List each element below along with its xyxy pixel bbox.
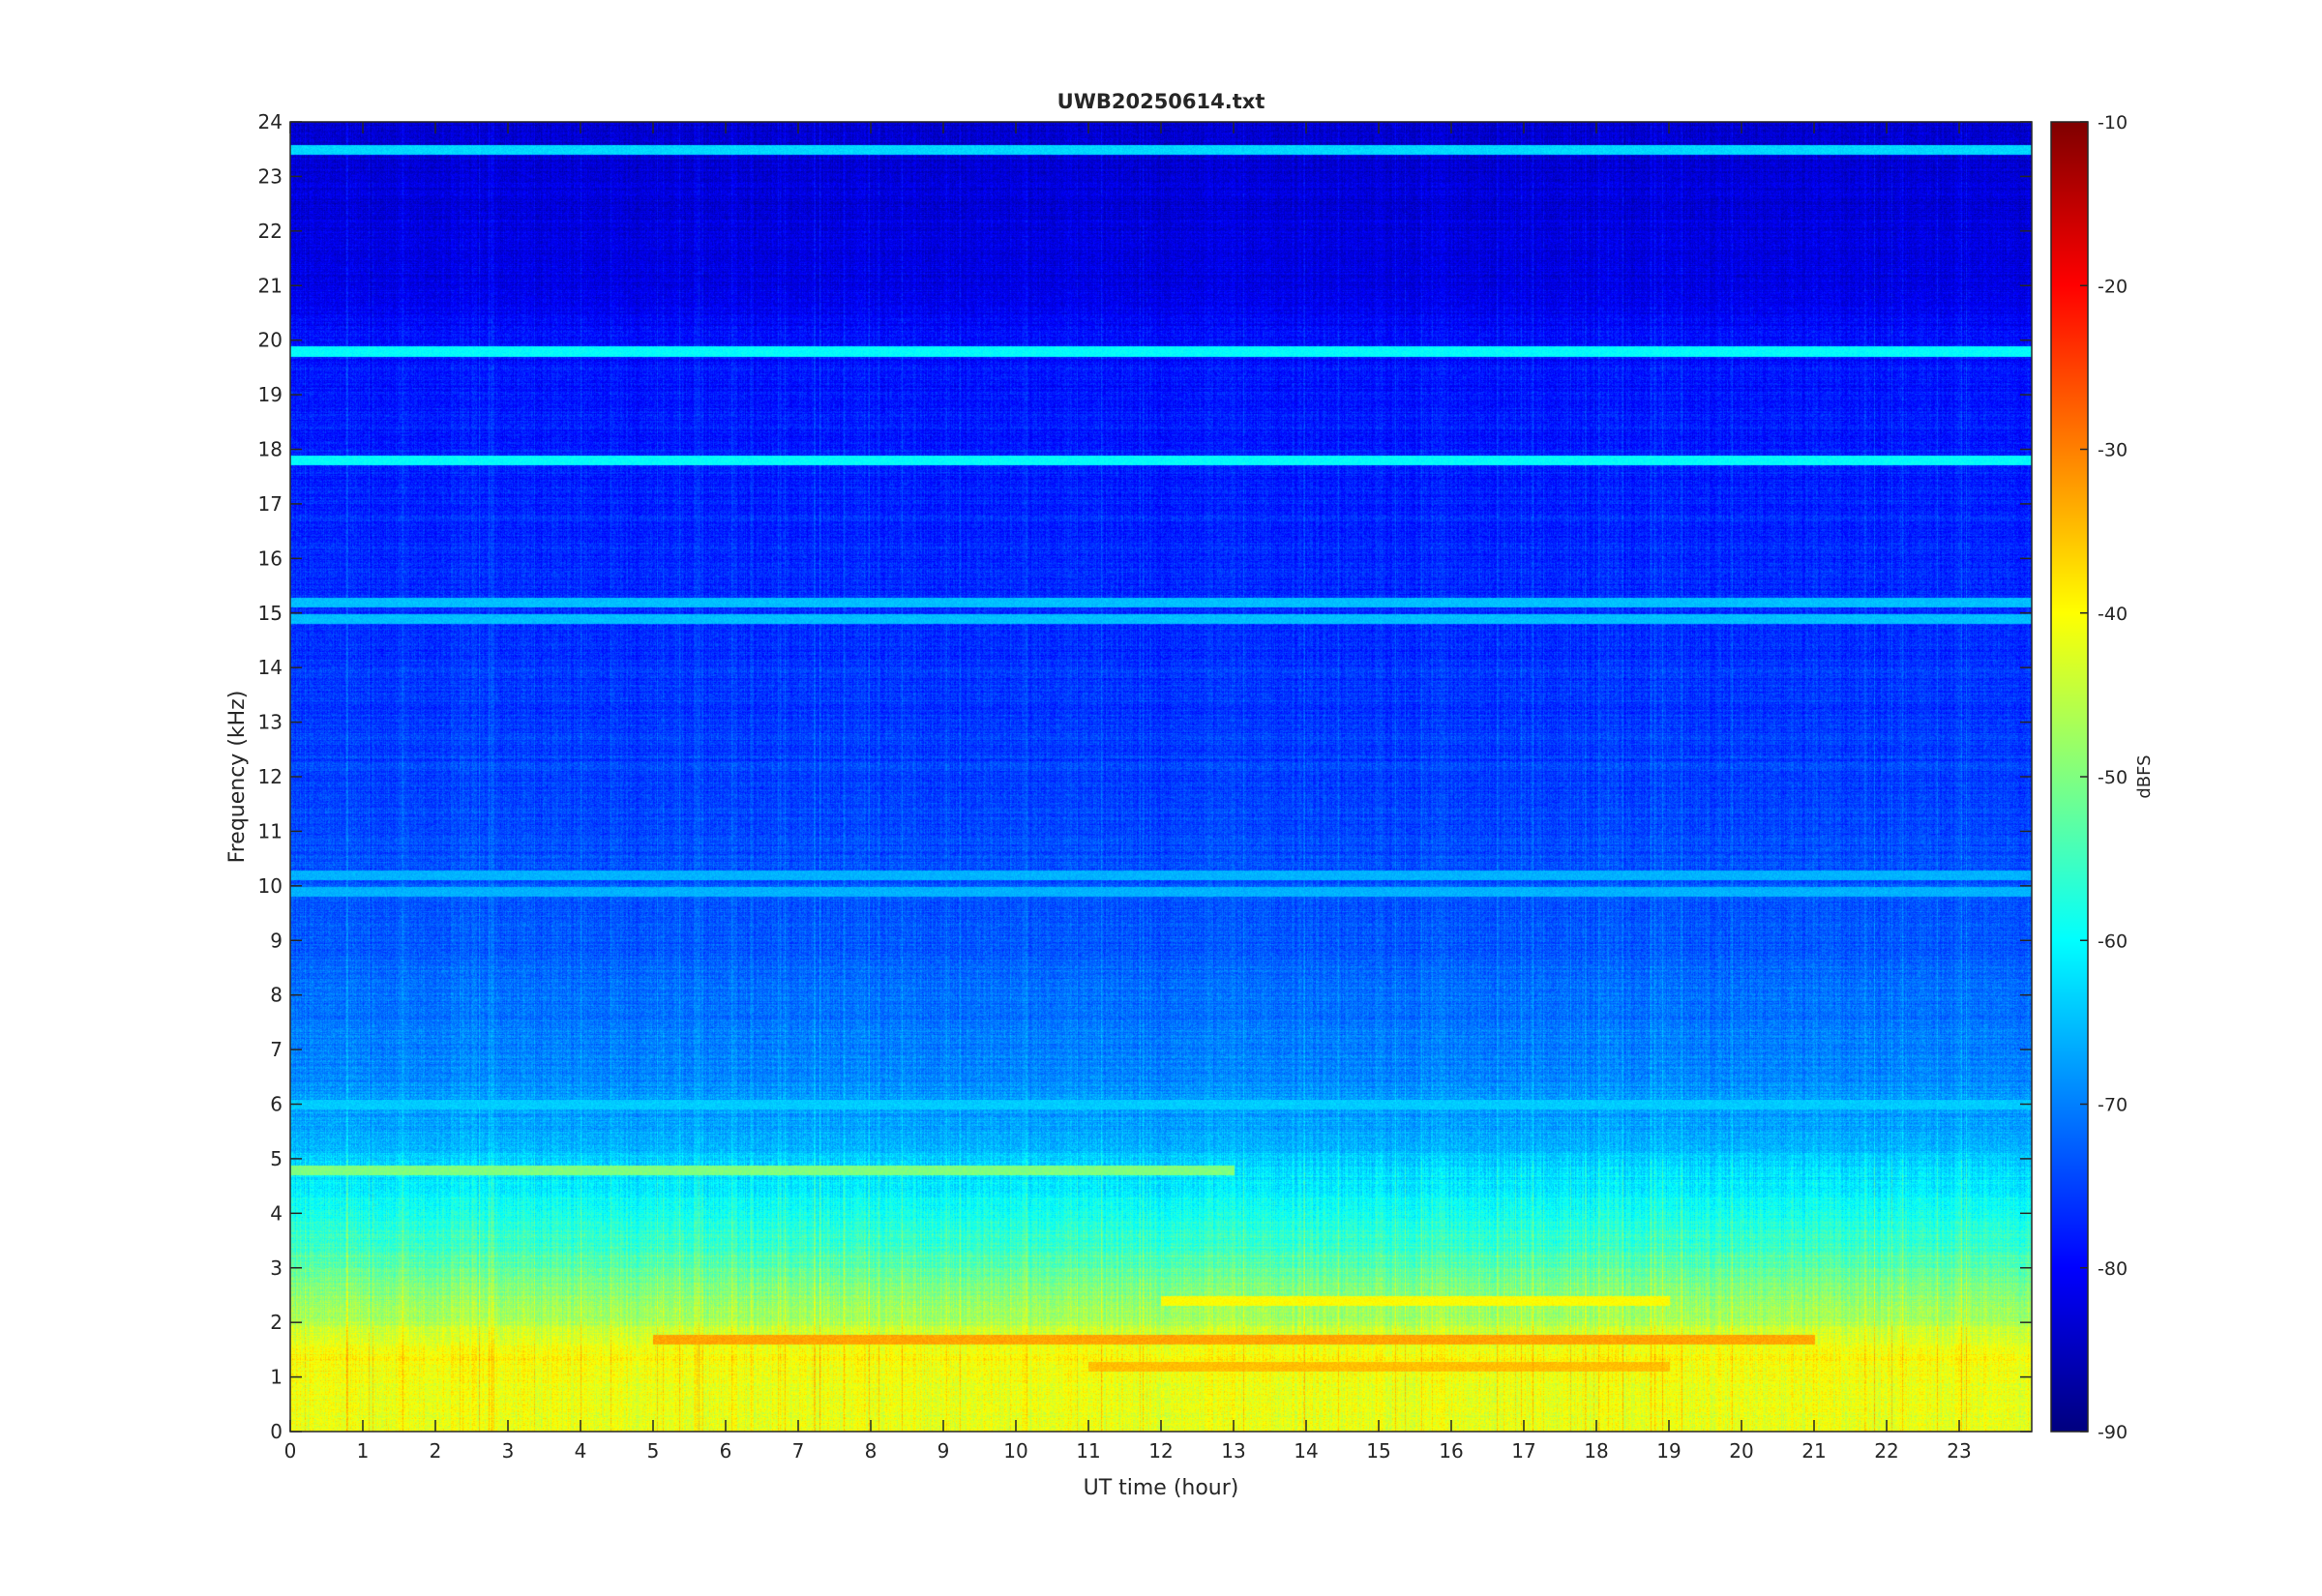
x-tick-label: 23: [1947, 1439, 1971, 1463]
x-axis-label: UT time (hour): [1084, 1476, 1239, 1500]
colorbar-tick-label: -90: [2098, 1422, 2128, 1443]
colorbar-tick-label: -20: [2098, 276, 2128, 297]
y-tick-label: 14: [258, 656, 283, 679]
x-tick-label: 13: [1221, 1439, 1245, 1463]
x-tick-label: 10: [1003, 1439, 1027, 1463]
y-tick-label: 4: [270, 1201, 283, 1225]
y-axis-label: Frequency (kHz): [225, 691, 250, 864]
y-tick-label: 15: [258, 602, 283, 625]
y-tick-label: 24: [258, 110, 283, 133]
x-tick-label: 20: [1729, 1439, 1753, 1463]
chart-title: UWB20250614.txt: [1057, 90, 1265, 113]
y-tick-label: 1: [270, 1366, 283, 1389]
x-tick-label: 1: [357, 1439, 370, 1463]
x-tick-label: 18: [1584, 1439, 1608, 1463]
colorbar-tick-label: -30: [2098, 440, 2128, 461]
y-tick-label: 21: [258, 274, 283, 297]
colorbar-tick-label: -10: [2098, 112, 2128, 133]
y-tick-label: 0: [270, 1420, 283, 1443]
x-tick-label: 9: [938, 1439, 950, 1463]
spectrogram-image: [290, 122, 2032, 1432]
x-tick-label: 19: [1656, 1439, 1681, 1463]
x-tick-label: 21: [1801, 1439, 1826, 1463]
plot-area: [289, 121, 2033, 1433]
colorbar-tick-label: -40: [2098, 604, 2128, 625]
y-tick-label: 17: [258, 492, 283, 516]
x-tick-label: 3: [502, 1439, 515, 1463]
y-tick-label: 7: [270, 1038, 283, 1061]
y-tick-label: 5: [270, 1147, 283, 1170]
x-tick-label: 12: [1148, 1439, 1173, 1463]
y-tick-label: 2: [270, 1311, 283, 1334]
x-tick-label: 8: [865, 1439, 878, 1463]
y-tick-label: 6: [270, 1093, 283, 1116]
x-tick-label: 7: [792, 1439, 805, 1463]
x-tick-label: 4: [575, 1439, 587, 1463]
y-tick-label: 3: [270, 1256, 283, 1280]
colorbar-label: dBFS: [2134, 754, 2155, 798]
x-tick-label: 14: [1294, 1439, 1318, 1463]
x-tick-label: 16: [1439, 1439, 1463, 1463]
x-tick-label: 0: [284, 1439, 297, 1463]
y-tick-label: 12: [258, 765, 283, 788]
colorbar-tick-label: -70: [2098, 1095, 2128, 1116]
colorbar-tick-label: -60: [2098, 931, 2128, 952]
x-axis: 0 1 2 3 4 5 6 7 8 9 10 11 12 13 14 15 16 17 18 19 20 21 22 23: [284, 122, 1972, 1463]
x-tick-label: 6: [720, 1439, 732, 1463]
x-tick-label: 2: [430, 1439, 442, 1463]
y-tick-label: 10: [258, 874, 283, 898]
y-tick-label: 19: [258, 383, 283, 406]
y-tick-label: 11: [258, 819, 283, 842]
colorbar: -10 -20 -30 -40 -50 -60 -70 -80 -90 dBFS: [2050, 112, 2155, 1443]
x-tick-label: 17: [1511, 1439, 1535, 1463]
y-tick-label: 8: [270, 984, 283, 1007]
y-tick-label: 23: [258, 164, 283, 188]
colorbar-tick-label: -80: [2098, 1258, 2128, 1280]
x-tick-label: 22: [1874, 1439, 1898, 1463]
y-tick-label: 22: [258, 220, 283, 243]
x-tick-label: 5: [647, 1439, 660, 1463]
colorbar-tick-label: -50: [2098, 767, 2128, 788]
y-tick-label: 9: [270, 929, 283, 952]
colorbar-ticks: -10 -20 -30 -40 -50 -60 -70 -80 -90: [2080, 112, 2128, 1443]
y-tick-label: 13: [258, 711, 283, 734]
x-tick-label: 11: [1076, 1439, 1100, 1463]
x-tick-label: 15: [1366, 1439, 1390, 1463]
y-tick-label: 16: [258, 547, 283, 570]
y-tick-label: 18: [258, 438, 283, 461]
y-tick-label: 20: [258, 329, 283, 352]
